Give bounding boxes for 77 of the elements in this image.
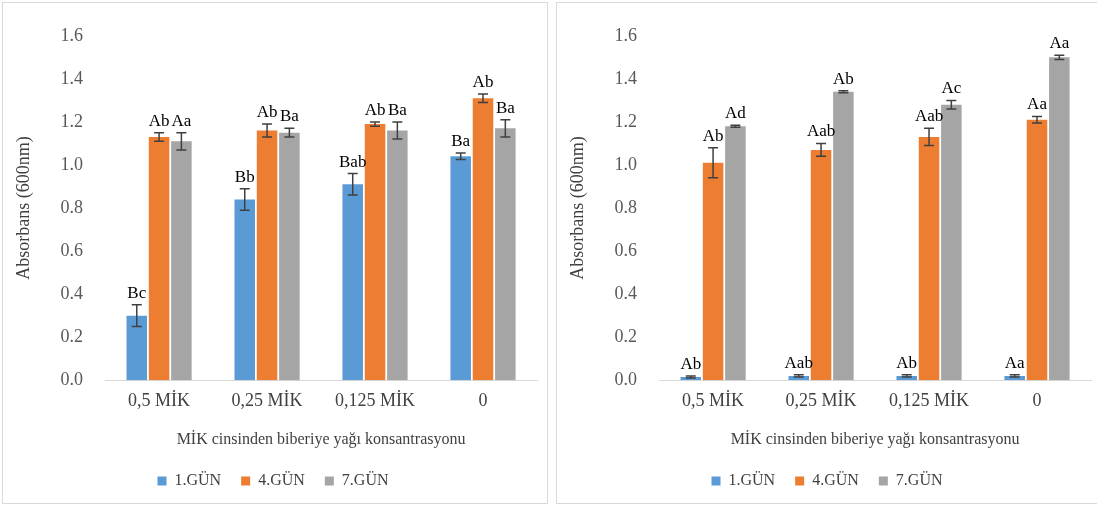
x-tick-label: 0,5 MİK <box>682 389 745 410</box>
data-label: Aab <box>806 121 836 141</box>
bar <box>364 124 386 381</box>
data-label: Ab <box>702 125 724 145</box>
data-label: Ab <box>364 99 386 119</box>
y-tick-label: 0.2 <box>60 325 84 346</box>
data-label: Ab <box>832 68 854 88</box>
legend-label: 7.GÜN <box>895 471 943 489</box>
y-tick-label: 0.8 <box>60 196 84 217</box>
bar <box>941 104 962 381</box>
bar <box>342 184 363 381</box>
data-label: Ab <box>148 110 170 130</box>
x-tick-label: 0,25 MİK <box>231 389 303 410</box>
data-label: Aa <box>171 110 192 130</box>
legend-label: 4.GÜN <box>258 471 306 489</box>
data-label: Ac <box>941 78 962 98</box>
y-tick-label: 0.0 <box>60 368 84 389</box>
data-label: Ab <box>896 352 918 372</box>
x-tick-label: 0,125 MİK <box>889 389 970 410</box>
y-tick-label: 1.2 <box>60 110 84 131</box>
bar <box>171 141 192 381</box>
data-label: Bb <box>234 166 255 186</box>
y-tick-label: 0.6 <box>614 239 638 260</box>
x-axis-title: MİK cinsinden biberiye yağı konsantrasyonu <box>176 429 466 448</box>
data-label: Ba <box>387 99 408 119</box>
data-label: Aa <box>1004 352 1026 372</box>
y-tick-label: 0.4 <box>614 282 638 303</box>
x-axis-title: MİK cinsinden biberiye yağı konsantrasyonu <box>730 429 1020 448</box>
y-tick-label: 1.6 <box>60 24 84 45</box>
data-label: Ba <box>279 106 300 126</box>
y-tick-label: 1.6 <box>614 24 638 45</box>
data-label: Aab <box>914 106 944 126</box>
y-tick-label: 1.4 <box>614 67 638 88</box>
data-label: Aa <box>1027 94 1048 114</box>
bar <box>918 136 940 381</box>
legend-label: 1.GÜN <box>174 471 222 489</box>
bar <box>725 126 746 381</box>
y-tick-label: 0.4 <box>60 282 84 303</box>
legend-label: 1.GÜN <box>728 471 776 489</box>
bar <box>1026 119 1048 381</box>
bar <box>148 136 170 381</box>
data-label: Ab <box>680 353 702 373</box>
y-axis-title: Absorbans (600nm) <box>566 136 588 280</box>
y-tick-label: 1.4 <box>60 67 84 88</box>
y-tick-label: 1.2 <box>614 110 638 131</box>
y-tick-label: 0.0 <box>614 368 638 389</box>
legend-label: 7.GÜN <box>341 471 389 489</box>
bar <box>702 162 724 381</box>
x-tick-label: 0 <box>1032 389 1042 410</box>
data-label: Ba <box>495 97 516 117</box>
data-label: Ab <box>256 102 278 122</box>
bar <box>1049 57 1070 381</box>
x-tick-label: 0,125 MİK <box>335 389 416 410</box>
bar <box>472 98 494 381</box>
data-label: Ad <box>725 103 747 123</box>
y-tick-label: 0.8 <box>614 196 638 217</box>
bar <box>495 128 516 381</box>
bar <box>126 315 148 381</box>
x-tick-label: 0 <box>478 389 488 410</box>
bar <box>234 199 256 381</box>
x-tick-label: 0,5 MİK <box>128 389 191 410</box>
y-axis-title: Absorbans (600nm) <box>12 136 34 280</box>
x-tick-label: 0,25 MİK <box>785 389 857 410</box>
data-label: Ab <box>472 71 494 91</box>
bar <box>450 156 471 381</box>
y-tick-label: 1.0 <box>60 153 84 174</box>
bar <box>833 91 854 381</box>
y-tick-label: 1.0 <box>614 153 638 174</box>
bar <box>387 130 408 381</box>
y-tick-label: 0.6 <box>60 239 84 260</box>
bar <box>256 130 278 381</box>
y-tick-label: 0.2 <box>614 325 638 346</box>
data-label: Aa <box>1049 33 1070 53</box>
bar <box>279 132 300 381</box>
data-label: Bc <box>127 282 147 302</box>
legend-label: 4.GÜN <box>812 471 860 489</box>
data-label: Ba <box>451 131 471 151</box>
